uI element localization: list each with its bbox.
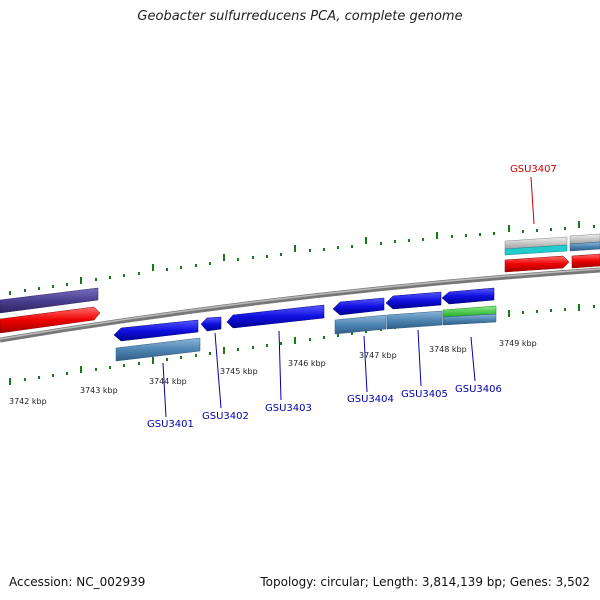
feature-bar-steel[interactable]: [386, 310, 443, 330]
cds-forward-red[interactable]: [0, 306, 101, 334]
genome-backbone: [0, 267, 600, 343]
cds-reverse-gsu3402[interactable]: [200, 316, 222, 332]
feature-bar-steel[interactable]: [334, 314, 387, 335]
tick-label: 3742 kbp: [9, 397, 47, 406]
tick-label: 3749 kbp: [499, 339, 537, 348]
gene-label-gsu3406[interactable]: GSU3406: [455, 384, 502, 395]
feature-bar-steel[interactable]: [569, 241, 600, 252]
feature-bar-steel[interactable]: [115, 337, 201, 362]
gene-label-gsu3401[interactable]: GSU3401: [147, 419, 194, 430]
cds-forward-red[interactable]: [504, 255, 570, 273]
genome-summary-text: Topology: circular; Length: 3,814,139 bp…: [260, 575, 590, 589]
gene-label-gsu3402[interactable]: GSU3402: [202, 411, 249, 422]
cds-reverse-gsu3406[interactable]: [441, 287, 495, 305]
outer-tick-row: [9, 221, 595, 295]
feature-bar-purple[interactable]: [0, 287, 99, 314]
gene-label-gsu3405[interactable]: GSU3405: [401, 389, 448, 400]
gene-label-gsu3403[interactable]: GSU3403: [265, 403, 312, 414]
tick-label: 3746 kbp: [288, 359, 326, 368]
tick-label: 3745 kbp: [220, 367, 258, 376]
cds-reverse-gsu3401[interactable]: [113, 319, 199, 342]
feature-bar-steel[interactable]: [442, 313, 497, 326]
gene-leader-lines: [162, 176, 535, 418]
tick-label: 3748 kbp: [429, 345, 467, 354]
feature-bar-cyan[interactable]: [504, 244, 568, 256]
tick-label: 3744 kbp: [149, 377, 187, 386]
cds-reverse-gsu3404[interactable]: [332, 297, 385, 316]
page-title: Geobacter sulfurreducens PCA, complete g…: [137, 9, 463, 24]
gene-label-gsu3404[interactable]: GSU3404: [347, 394, 394, 405]
cds-reverse-gsu3405[interactable]: [385, 291, 442, 310]
cds-forward-red[interactable]: [571, 253, 600, 269]
feature-bar-grey[interactable]: [569, 233, 600, 245]
accession-text: Accession: NC_002939: [9, 575, 146, 589]
tick-label: 3743 kbp: [80, 386, 118, 395]
tick-label: 3747 kbp: [359, 351, 397, 360]
gene-label-gsu3407[interactable]: GSU3407: [510, 164, 557, 175]
cds-reverse-gsu3403[interactable]: [226, 304, 325, 329]
